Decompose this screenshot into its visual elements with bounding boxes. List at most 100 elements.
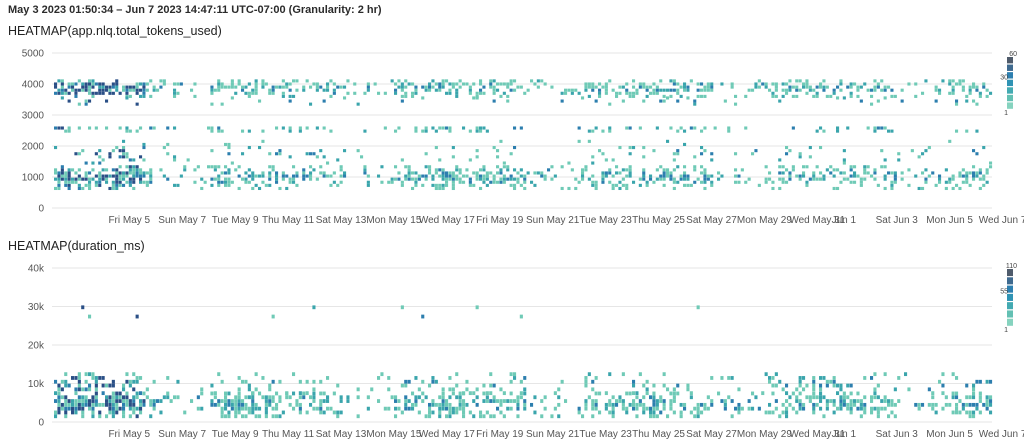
heatmap-cell xyxy=(139,168,143,172)
heatmap-cell xyxy=(431,379,435,384)
heatmap-cell xyxy=(271,414,275,419)
x-tick-label: Wed May 17 xyxy=(419,215,475,226)
heatmap-cell xyxy=(805,180,809,184)
heatmap-cell xyxy=(679,177,683,181)
heatmap-cell xyxy=(445,414,449,419)
heatmap-cell xyxy=(839,383,843,388)
heatmap-cell xyxy=(128,94,132,98)
heatmap-cell xyxy=(978,177,982,181)
heatmap-cell xyxy=(210,402,214,407)
heatmap-cell xyxy=(638,85,642,89)
heatmap-cell xyxy=(683,171,687,175)
heatmap-cell xyxy=(400,85,404,89)
heatmap-cell xyxy=(927,146,931,150)
heatmap-cell xyxy=(479,129,483,133)
heatmap-cell xyxy=(672,410,676,415)
heatmap-cell xyxy=(519,391,523,396)
heatmap-cell xyxy=(438,186,442,191)
heatmap-cell xyxy=(601,174,605,178)
heatmap-cell xyxy=(149,180,153,184)
heatmap-cell xyxy=(706,395,710,400)
heatmap-cell xyxy=(88,126,92,130)
heatmap-cell xyxy=(101,91,105,95)
heatmap-cell xyxy=(788,174,792,178)
heatmap-cell xyxy=(700,82,704,86)
heatmap-cell xyxy=(353,91,357,95)
heatmap-cell xyxy=(941,372,945,377)
heatmap-cell xyxy=(173,91,177,95)
heatmap-cell xyxy=(812,387,816,392)
heatmap-cell xyxy=(866,126,870,130)
heatmap-cell xyxy=(812,171,816,175)
heatmap-cell xyxy=(965,94,969,98)
x-tick-label: Sat May 27 xyxy=(686,215,737,226)
heatmap-cell xyxy=(672,395,676,400)
heatmap-cell xyxy=(115,174,119,178)
x-tick-label: Tue May 23 xyxy=(579,429,632,440)
heatmap-cell xyxy=(676,88,680,92)
heatmap-cell xyxy=(128,85,132,89)
heatmap-cell xyxy=(876,99,880,103)
heatmap-cell xyxy=(309,402,313,407)
heatmap-cell xyxy=(247,395,251,400)
heatmap-cell xyxy=(587,82,591,86)
heatmap-cell xyxy=(254,406,258,411)
heatmap-cell xyxy=(462,82,466,86)
heatmap-cell xyxy=(312,305,316,310)
heatmap-cell xyxy=(210,177,214,181)
heatmap-cell xyxy=(271,85,275,89)
heatmap-cell xyxy=(802,165,806,169)
heatmap-cell xyxy=(67,186,71,191)
heatmap-cell xyxy=(696,402,700,407)
heatmap-cell xyxy=(584,402,588,407)
heatmap-cell xyxy=(479,174,483,178)
heatmap-cell xyxy=(261,376,265,380)
legend-swatch xyxy=(1007,64,1013,71)
x-tick-label: Fri May 19 xyxy=(476,215,524,226)
heatmap-cell xyxy=(540,414,544,419)
heatmap-cell xyxy=(244,402,248,407)
heatmap-cell xyxy=(98,155,102,159)
heatmap-cell xyxy=(717,177,721,181)
heatmap-cell xyxy=(77,126,81,130)
heatmap-cell xyxy=(142,399,146,403)
heatmap-cell xyxy=(462,414,466,419)
heatmap-cell xyxy=(499,171,503,175)
heatmap-cell xyxy=(139,94,143,98)
heatmap-cell xyxy=(57,91,61,95)
heatmap-cell xyxy=(523,406,527,411)
heatmap-cell xyxy=(502,177,506,181)
heatmap-cell xyxy=(135,165,139,169)
heatmap-cell xyxy=(380,165,384,169)
heatmap-cell xyxy=(394,399,398,403)
heatmap-cell xyxy=(122,85,126,89)
heatmap-cell xyxy=(723,402,727,407)
heatmap-cell xyxy=(111,168,115,172)
heatmap-cell xyxy=(645,387,649,392)
y-tick-label: 4000 xyxy=(22,80,45,91)
heatmap-cell xyxy=(244,395,248,400)
heatmap-cell xyxy=(621,85,625,89)
heatmap-cell xyxy=(472,171,476,175)
heatmap-cell xyxy=(288,395,292,400)
heatmap-cell xyxy=(472,414,476,419)
heatmap-cell xyxy=(462,402,466,407)
heatmap-cell xyxy=(604,171,608,175)
heatmap-cell xyxy=(125,91,129,95)
heatmap-cell xyxy=(312,387,316,392)
heatmap-cell xyxy=(139,402,143,407)
heatmap-cell xyxy=(173,395,177,400)
heatmap-cell xyxy=(859,183,863,187)
heatmap-cell xyxy=(972,85,976,89)
heatmap-cell xyxy=(887,399,891,403)
heatmap-cell xyxy=(972,414,976,419)
heatmap-cell xyxy=(795,399,799,403)
heatmap-cell xyxy=(686,183,690,187)
heatmap-cell xyxy=(978,186,982,191)
heatmap-cell xyxy=(934,88,938,92)
heatmap-cell xyxy=(761,391,765,396)
heatmap-cell xyxy=(424,414,428,419)
heatmap-cell xyxy=(258,146,262,150)
heatmap-cell xyxy=(128,180,132,184)
heatmap-cell xyxy=(139,174,143,178)
